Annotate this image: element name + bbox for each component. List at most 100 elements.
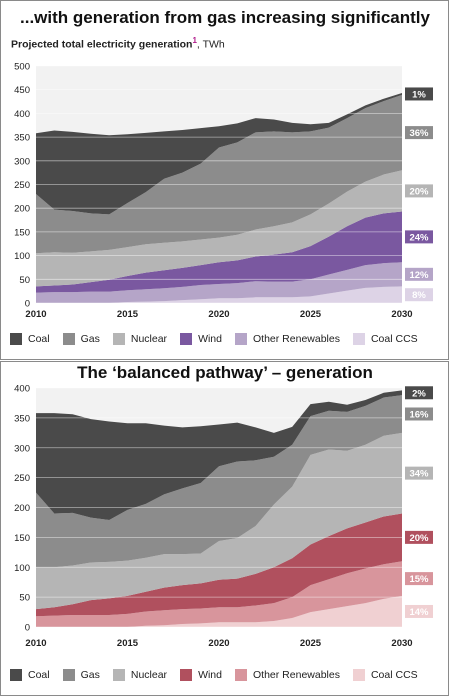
end-label-wind: 20% [405,530,433,544]
area-nuclear [36,170,402,287]
x-tick-label: 2020 [208,638,229,649]
end-label-text: 36% [409,128,429,139]
y-tick-label: 50 [19,275,30,286]
end-label-text: 15% [409,574,429,585]
footnote-marker: 1 [192,36,197,45]
end-label-box [405,466,433,480]
area-coal [36,93,402,215]
x-tick-label: 2010 [25,638,46,649]
x-tick-label: 2010 [25,309,46,320]
x-tick-label: 2020 [208,309,229,320]
end-label-text: 2% [412,388,426,399]
legend-swatch [10,333,22,345]
area-wind [36,513,402,617]
y-tick-label: 250 [14,180,30,191]
end-label-text: 16% [409,409,429,420]
legend-item-coal: Coal [10,669,50,681]
end-label-box [405,288,433,302]
end-label-text: 1% [412,89,426,100]
legend-label: Nuclear [130,669,168,681]
end-label-box [405,267,433,281]
y-tick-label: 200 [14,503,30,514]
end-label-text: 14% [409,607,429,618]
y-tick-label: 50 [19,593,30,604]
y-tick-label: 400 [14,384,30,395]
legend-swatch [352,669,365,681]
area-other-renewables [36,262,402,303]
legend-swatch [235,669,247,681]
unit-label: , TWh [196,38,225,51]
area-coal [36,390,402,521]
end-label-nuclear: 20% [405,184,433,198]
subtitle-text: Projected total electricity generation [11,38,193,51]
end-label-text: 12% [409,270,429,281]
legend-swatch [235,333,247,345]
legend-swatch [112,669,125,681]
y-tick-label: 300 [14,156,30,167]
y-tick-label: 0 [25,623,30,634]
x-tick-label: 2030 [391,638,412,649]
legend-item-other-renewables: Other Renewables [235,669,340,681]
x-tick-label: 2015 [117,638,139,649]
legend-item-gas: Gas [62,333,100,345]
end-label-nuclear: 34% [405,466,433,480]
area-gas [36,94,402,254]
end-label-box [405,126,433,140]
area-coal-ccs [36,286,402,303]
legend-label: Other Renewables [253,333,340,345]
end-label-coal: 2% [405,386,433,400]
legend-label: Coal CCS [370,333,418,345]
x-tick-label: 2030 [391,309,412,320]
legend-swatch [180,333,193,345]
end-label-box [405,530,433,544]
end-label-coal-ccs: 8% [405,288,433,302]
x-tick-label: 2015 [117,309,139,320]
y-tick-label: 400 [14,109,30,120]
end-label-box [405,572,433,586]
legend-swatch [352,333,365,345]
legend-label: Gas [80,333,100,345]
legend-item-wind: Wind [180,333,222,345]
y-tick-label: 150 [14,533,30,544]
end-label-box [405,230,433,244]
legend-item-nuclear: Nuclear [112,333,168,345]
legend-label: Coal [28,333,50,345]
legend-item-gas: Gas [62,669,100,681]
bottom-chart-legend: Coal Gas Nuclear Wind Other Renewables Coal C… [10,669,431,681]
legend-label: Wind [198,333,222,345]
top-chart-title: ...with generation from gas increasing s… [20,8,430,27]
end-label-other-renewables: 12% [405,267,433,281]
legend-swatch [10,669,22,681]
legend-swatch [112,333,125,345]
y-tick-label: 300 [14,443,30,454]
area-other-renewables [36,561,402,627]
end-label-text: 20% [409,186,429,197]
legend-item-other-renewables: Other Renewables [235,333,340,345]
y-tick-label: 150 [14,227,30,238]
end-label-text: 8% [412,290,426,301]
bottom-chart-title: The ‘balanced pathway’ – generation [77,363,373,382]
end-label-box [405,386,433,400]
y-tick-label: 200 [14,204,30,215]
area-coal-ccs [36,595,402,627]
top-chart-subtitle: Projected total electricity generation1,… [11,36,225,51]
x-tick-label: 2025 [300,309,322,320]
y-tick-label: 100 [14,251,30,262]
end-label-box [405,604,433,618]
end-label-box [405,407,433,421]
x-tick-label: 2025 [300,638,322,649]
y-tick-label: 100 [14,563,30,574]
legend-label: Wind [198,669,222,681]
end-label-text: 34% [409,469,429,480]
end-label-text: 24% [409,232,429,243]
area-gas [36,395,402,568]
y-tick-label: 0 [25,299,30,310]
legend-label: Nuclear [130,333,168,345]
end-label-gas: 16% [405,407,433,421]
top-chart-legend: Coal Gas Nuclear Wind Other Renewables Coal C… [10,333,431,345]
legend-label: Other Renewables [253,669,340,681]
y-tick-label: 250 [14,473,30,484]
legend-swatch [62,333,75,345]
